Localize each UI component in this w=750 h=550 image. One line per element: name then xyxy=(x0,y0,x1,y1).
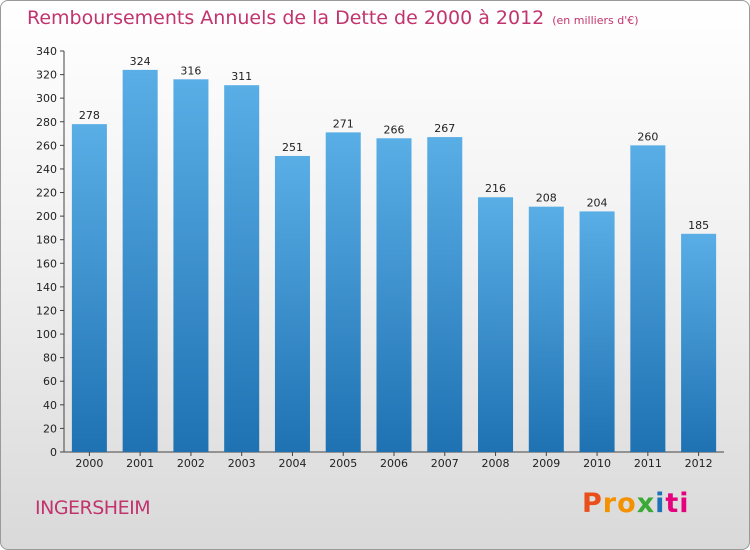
bar xyxy=(224,85,260,452)
y-tick-label: 300 xyxy=(36,92,57,105)
bar-value-label: 271 xyxy=(333,117,354,130)
y-tick-label: 260 xyxy=(36,139,57,152)
logo-letter: ti xyxy=(665,488,690,519)
bar xyxy=(681,233,717,452)
y-tick-label: 120 xyxy=(36,304,57,317)
bar xyxy=(71,124,107,452)
bar-value-label: 316 xyxy=(180,64,201,77)
bar-value-label: 324 xyxy=(130,55,151,68)
y-tick-label: 40 xyxy=(43,399,57,412)
proxiti-logo: Proxiti xyxy=(582,488,690,519)
bar-value-label: 185 xyxy=(688,219,709,232)
x-tick-label: 2004 xyxy=(278,457,306,470)
logo-letter: P xyxy=(582,488,603,519)
x-tick-label: 2008 xyxy=(482,457,510,470)
x-tick-label: 2001 xyxy=(126,457,154,470)
x-tick-label: 2006 xyxy=(380,457,408,470)
y-tick-label: 20 xyxy=(43,422,57,435)
x-tick-label: 2009 xyxy=(532,457,560,470)
x-tick-label: 2010 xyxy=(583,457,611,470)
y-tick-label: 160 xyxy=(36,257,57,270)
x-tick-label: 2000 xyxy=(75,457,103,470)
logo-letter: o xyxy=(617,488,637,519)
x-tick-label: 2011 xyxy=(634,457,662,470)
city-name: INGERSHEIM xyxy=(35,497,151,519)
x-axis-ticks: 2000 2001 2002 2003 2004 2005 2006 2007 2008 2009… xyxy=(75,452,713,470)
bar-value-label: 216 xyxy=(485,182,506,195)
logo-letter: r xyxy=(602,488,618,519)
bar xyxy=(427,137,463,453)
bar-value-label: 208 xyxy=(536,192,557,205)
y-tick-label: 280 xyxy=(36,116,57,129)
bar xyxy=(478,197,514,452)
bar xyxy=(376,138,412,452)
y-tick-label: 240 xyxy=(36,163,57,176)
y-tick-label: 220 xyxy=(36,187,57,200)
y-tick-label: 200 xyxy=(36,210,57,223)
bar xyxy=(274,155,310,452)
y-tick-label: 80 xyxy=(43,352,57,365)
chart-title-text: Remboursements Annuels de la Dette de 20… xyxy=(27,7,545,29)
y-tick-label: 0 xyxy=(50,446,57,459)
y-tick-label: 60 xyxy=(43,375,57,388)
x-tick-label: 2005 xyxy=(329,457,357,470)
y-tick-label: 340 xyxy=(36,45,57,58)
bar-value-label: 311 xyxy=(231,70,252,83)
y-tick-label: 140 xyxy=(36,281,57,294)
bar xyxy=(630,145,666,452)
y-tick-label: 100 xyxy=(36,328,57,341)
bar xyxy=(173,79,209,453)
x-tick-label: 2007 xyxy=(431,457,459,470)
bar xyxy=(325,132,361,453)
bar-value-label: 260 xyxy=(637,130,658,143)
bar xyxy=(528,206,564,452)
bar-value-label: 251 xyxy=(282,141,303,154)
x-tick-label: 2002 xyxy=(177,457,205,470)
logo-letter: i xyxy=(655,488,666,519)
x-tick-label: 2003 xyxy=(228,457,256,470)
bar xyxy=(122,69,158,452)
bar-value-label: 266 xyxy=(384,123,405,136)
bar-value-label: 267 xyxy=(434,122,455,135)
chart-title: Remboursements Annuels de la Dette de 20… xyxy=(27,7,639,29)
bar-value-label: 278 xyxy=(79,109,100,122)
bar-series: 278 324 316 311 251 271 266 267 216 208 204 260 185 xyxy=(71,55,717,453)
x-tick-label: 2012 xyxy=(685,457,713,470)
y-tick-label: 180 xyxy=(36,234,57,247)
chart-subtitle: (en milliers d'€) xyxy=(552,14,639,27)
y-axis-ticks: 0 20 40 60 80 100 120 140 160 180 200 220 240 260 280 3… xyxy=(36,45,64,459)
bar-value-label: 204 xyxy=(587,196,608,209)
logo-letter: x xyxy=(636,488,656,519)
bar xyxy=(579,211,615,452)
y-tick-label: 320 xyxy=(36,69,57,82)
